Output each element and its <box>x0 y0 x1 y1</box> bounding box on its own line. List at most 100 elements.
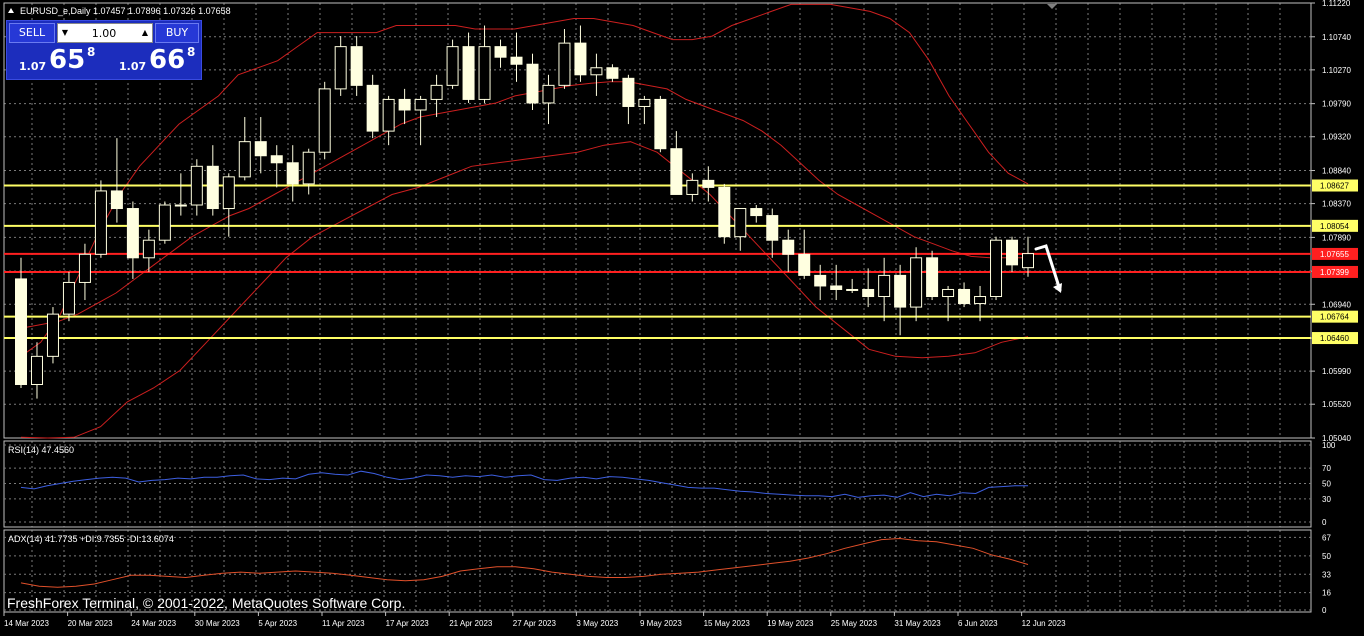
candle-body <box>334 46 347 90</box>
panel-tick-label: 16 <box>1322 589 1331 598</box>
forecast-arrow-head <box>1053 283 1062 293</box>
price-tick-label: 1.05520 <box>1322 400 1351 409</box>
lot-size-input[interactable] <box>74 25 134 41</box>
candle-body <box>750 208 763 217</box>
candle-body <box>814 274 827 287</box>
sell-price[interactable]: 1.07 65 8 <box>7 45 103 77</box>
price-axis: 1.11220 1.10740 1.10270 1.09790 1.09320 1.088… <box>1311 0 1351 443</box>
time-tick-label: 3 May 2023 <box>576 619 618 628</box>
candle-body <box>878 274 891 298</box>
level-tag-label: 1.07655 <box>1320 250 1349 259</box>
candle-body <box>126 208 139 259</box>
candle-body <box>862 288 875 298</box>
price-tick-label: 1.07890 <box>1322 233 1351 242</box>
chart-header: EURUSD_e,Daily 1.07457 1.07896 1.07326 1… <box>20 6 231 16</box>
panel-tick-label: 70 <box>1322 464 1331 473</box>
sell-price-fraction: 8 <box>87 45 96 59</box>
candle-body <box>78 253 91 283</box>
header-triangle-icon[interactable] <box>8 8 14 13</box>
candle-body <box>782 239 795 255</box>
price-tick-label: 1.09790 <box>1322 100 1351 109</box>
lot-decrease-icon[interactable]: ▼ <box>61 28 69 37</box>
panel-tick-label: 67 <box>1322 533 1331 542</box>
bollinger-upper-line <box>20 3 1029 357</box>
buy-price-prefix: 1.07 <box>119 60 147 73</box>
time-tick-label: 9 May 2023 <box>640 619 682 628</box>
price-tick-label: 1.09320 <box>1322 133 1351 142</box>
adx-line <box>20 537 1029 588</box>
candle-body <box>222 176 235 210</box>
one-click-trading-panel: SELL ▼ ▲ BUY 1.07 65 8 1.07 66 8 <box>6 20 202 80</box>
forecast-arrow-path <box>1034 244 1062 292</box>
candle-body <box>366 84 379 132</box>
time-axis: 14 Mar 2023 20 Mar 2023 24 Mar 2023 30 Mar … <box>3 612 1066 628</box>
panel-tick-label: 50 <box>1322 552 1331 561</box>
candle-body <box>174 204 187 207</box>
candle-body <box>894 274 907 308</box>
time-tick-label: 6 Jun 2023 <box>958 619 998 628</box>
price-tick-label: 1.10270 <box>1322 66 1351 75</box>
candle-body <box>286 162 299 185</box>
candle-body <box>526 63 539 104</box>
candle-body <box>478 46 491 100</box>
candle-body <box>846 288 859 291</box>
sell-price-prefix: 1.07 <box>19 60 47 73</box>
level-tag <box>1312 332 1358 345</box>
buy-price-fraction: 8 <box>187 45 196 59</box>
candle-body <box>542 84 555 104</box>
candle-body <box>974 296 987 305</box>
adx-frame <box>3 529 1312 613</box>
candle-body <box>318 88 331 153</box>
adx-title: ADX(14) 41.7735 +DI:9.7355 -DI:13.6074 <box>8 534 174 544</box>
candlesticks <box>15 25 1034 399</box>
level-tag <box>1312 310 1358 323</box>
horizontal-levels <box>4 184 1311 340</box>
candle-body <box>574 42 587 76</box>
price-tick-label: 1.05040 <box>1322 434 1351 443</box>
candle-body <box>1022 253 1034 269</box>
candle-body <box>1006 239 1019 266</box>
forecast-arrow <box>1034 244 1062 293</box>
adx-panel: 67 50 33 16 0 <box>4 533 1331 615</box>
copyright-text: FreshForex Terminal, © 2001-2022, MetaQu… <box>7 595 405 611</box>
candle-body <box>910 257 923 308</box>
main-frame <box>3 2 1312 439</box>
time-tick-label: 19 May 2023 <box>767 619 814 628</box>
panel-tick-label: 33 <box>1322 570 1331 579</box>
price-tick-label: 1.10740 <box>1322 33 1351 42</box>
time-tick-label: 21 Apr 2023 <box>449 619 493 628</box>
candle-body <box>702 179 715 188</box>
candle-body <box>158 204 171 241</box>
time-tick-label: 14 Mar 2023 <box>4 619 49 628</box>
sell-button[interactable]: SELL <box>9 23 55 43</box>
bollinger-bands <box>20 3 1029 439</box>
candle-body <box>462 46 475 100</box>
time-tick-label: 17 Apr 2023 <box>386 619 430 628</box>
candle-body <box>254 141 267 157</box>
lot-increase-icon[interactable]: ▲ <box>141 28 149 37</box>
candle-body <box>766 215 779 241</box>
shift-marker-icon[interactable] <box>1047 4 1057 9</box>
level-tag <box>1312 265 1358 278</box>
price-tick-label: 1.05990 <box>1322 367 1351 376</box>
buy-price[interactable]: 1.07 66 8 <box>107 45 201 77</box>
candle-body <box>398 98 411 111</box>
panel-tick-label: 100 <box>1322 441 1336 450</box>
candle-body <box>238 141 251 178</box>
buy-button[interactable]: BUY <box>155 23 199 43</box>
candle-body <box>830 285 843 290</box>
candle-body <box>958 288 971 305</box>
time-tick-label: 27 Apr 2023 <box>513 619 557 628</box>
lot-size-stepper[interactable]: ▼ ▲ <box>57 23 153 43</box>
time-tick-label: 20 Mar 2023 <box>68 619 113 628</box>
candle-body <box>942 288 955 298</box>
candle-body <box>926 257 939 298</box>
candle-body <box>622 77 635 107</box>
candle-body <box>30 355 43 386</box>
candle-body <box>590 67 603 76</box>
time-tick-label: 31 May 2023 <box>894 619 941 628</box>
candle-body <box>46 313 59 357</box>
panel-tick-label: 0 <box>1322 518 1327 527</box>
time-tick-label: 30 Mar 2023 <box>195 619 240 628</box>
